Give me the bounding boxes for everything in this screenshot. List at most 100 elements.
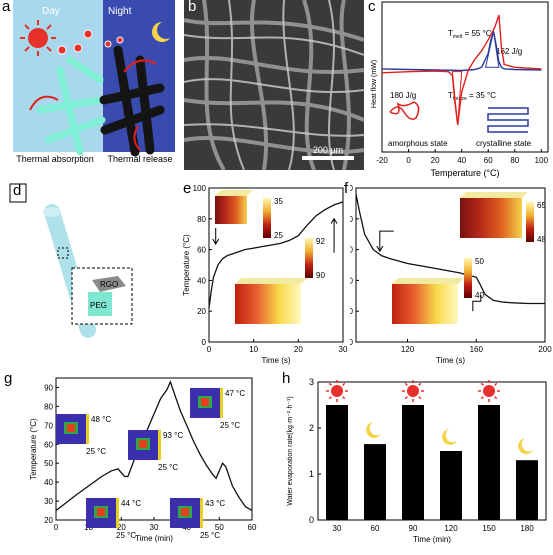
top-color-bar-max: 35 xyxy=(274,197,283,206)
x-tick-label: 20 xyxy=(431,156,440,165)
bottom-color-bar: 92 90 xyxy=(305,237,325,280)
sun-icon-ray xyxy=(342,396,346,400)
x-axis-label: Time (s) xyxy=(436,356,465,365)
top-color-bar-max: 65 xyxy=(537,201,546,210)
thermal-absorption-caption: Thermal absorption xyxy=(16,154,94,164)
x-tick-label: 60 xyxy=(484,156,493,165)
y-tick-label: 40 xyxy=(350,276,354,285)
bar-150 xyxy=(478,405,500,520)
inset-48c-min: 25 °C xyxy=(86,447,106,456)
x-tick-label: 120 xyxy=(444,524,458,533)
inset-47c-min: 25 °C xyxy=(220,421,240,430)
down-arrow xyxy=(212,228,220,246)
y-axis-label: Water evaporation rate(kg·m⁻²·h⁻¹) xyxy=(287,396,294,505)
top-thermal-block-front xyxy=(215,196,247,224)
panel-label-g: g xyxy=(4,370,13,387)
thermal-release-caption: Thermal release xyxy=(107,154,172,164)
heating-curve-chart: 0 10 20 30 0 20 40 60 80 100 Time (s) Temperature (… xyxy=(182,184,348,365)
y-tick-label: 60 xyxy=(197,246,206,255)
panel-label-e: e xyxy=(183,180,192,197)
bottom-color-bar-bar xyxy=(464,258,472,298)
panel-b: 200 μm b xyxy=(183,0,365,172)
up-arrow xyxy=(330,217,338,253)
sun-icon-ray xyxy=(404,396,408,400)
inset-93c-min: 25 °C xyxy=(158,463,178,472)
inset-43c-max: 43 °C xyxy=(205,499,225,508)
rgo-sheet xyxy=(92,276,126,292)
sun-icon-ray xyxy=(494,382,498,386)
inset-48c-hot xyxy=(67,424,75,432)
top-color-bar: 35 25 xyxy=(263,197,283,240)
x-tick-label: -20 xyxy=(376,156,388,165)
x-tick-label: 60 xyxy=(371,524,380,533)
bar-30 xyxy=(326,405,348,520)
sun-icon-ray xyxy=(494,396,498,400)
series-line-0 xyxy=(355,194,545,305)
melt-peak-hatch xyxy=(484,31,500,68)
sun-icon-disc xyxy=(407,385,419,397)
heat-180-label: 180 J/g xyxy=(390,91,416,100)
panel-a-illustration: Thermal release Thermal absorption Day N… xyxy=(13,0,175,164)
inset-47c-max: 47 °C xyxy=(225,389,245,398)
panel-d-box xyxy=(9,183,27,203)
x-tick-label: 200 xyxy=(538,345,552,354)
inset-43c-scale xyxy=(200,498,203,528)
moon-icon xyxy=(442,429,457,445)
bottom-color-bar-bar xyxy=(305,238,313,278)
fiber-night xyxy=(99,45,165,157)
x-tick-label: 160 xyxy=(470,345,484,354)
panel-label-a: a xyxy=(2,0,11,15)
bottom-thermal-block xyxy=(235,278,307,324)
evaporation-bar-chart: 0 1 2 3 30 60 90 120 150 180 Time (min) Water evapo… xyxy=(287,377,547,544)
top-color-bar-min: 25 xyxy=(274,231,283,240)
sun-icon xyxy=(20,20,56,56)
rgo-label: RGO xyxy=(100,280,118,289)
plot-frame xyxy=(208,187,344,343)
top-thermal-block-top xyxy=(215,190,253,196)
bottom-thermal-block-front xyxy=(392,284,458,324)
inset-93c-scale xyxy=(158,430,161,460)
sem-image: 200 μm xyxy=(183,0,365,172)
sun-icon-ray xyxy=(480,382,484,386)
sun-icon-ray xyxy=(480,396,484,400)
inset-48c: 48 °C 25 °C xyxy=(56,414,111,456)
bottom-color-bar-min: 90 xyxy=(316,271,325,280)
x-tick-label: 180 xyxy=(520,524,534,533)
top-color-bar-bar xyxy=(526,202,534,242)
y-tick-label: 50 xyxy=(44,459,53,468)
heat-arrows xyxy=(29,59,157,151)
y-axis-label: Heat flow (mW) xyxy=(371,60,378,108)
x-tick-label: 40 xyxy=(457,156,466,165)
x-tick-label: 0 xyxy=(54,523,59,532)
inset-44c-hot xyxy=(97,508,105,516)
panel-label-f: f xyxy=(344,180,349,197)
inset-47c-scale xyxy=(220,388,223,418)
top-thermal-block-top xyxy=(460,192,528,198)
bar-90 xyxy=(402,405,424,520)
inset-44c-min: 25 °C xyxy=(116,531,136,540)
inset-43c-hot xyxy=(181,508,189,516)
x-tick-label: 20 xyxy=(294,345,303,354)
series-line-0 xyxy=(55,379,253,512)
inset-48c-scale xyxy=(86,414,89,444)
crystalline-icon xyxy=(487,107,529,133)
x-tick-label: 60 xyxy=(248,523,257,532)
y-tick-label: 1 xyxy=(309,469,314,479)
x-tick-label: 120 xyxy=(401,345,415,354)
y-tick-label: 2 xyxy=(309,423,314,433)
inset-93c: 93 °C 25 °C xyxy=(128,430,183,472)
x-axis-label: Time (min) xyxy=(413,535,451,544)
sun-icon-disc xyxy=(331,385,343,397)
bottom-color-bar-max: 50 xyxy=(475,257,484,266)
y-tick-label: 3 xyxy=(309,377,314,387)
y-tick-label: 80 xyxy=(197,215,206,224)
bar-180 xyxy=(516,460,538,520)
sun-icon-ray xyxy=(418,396,422,400)
series-line-0 xyxy=(208,201,344,309)
plot-frame xyxy=(381,1,549,153)
y-tick-label: 40 xyxy=(44,478,53,487)
panel-g: 01020304050602030405060708090Time (min)T… xyxy=(0,370,270,550)
bottom-thermal-block xyxy=(392,278,464,324)
sun-icon-ray xyxy=(404,382,408,386)
crystalline-label: crystalline state xyxy=(476,139,532,148)
